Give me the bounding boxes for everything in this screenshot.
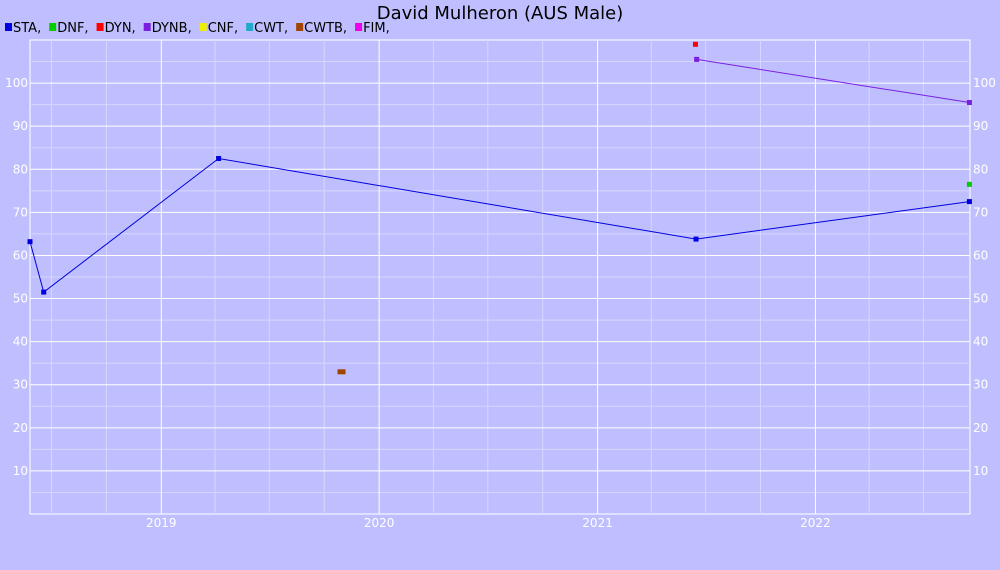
data-point-sta: [693, 236, 699, 242]
y-tick-label: 70: [13, 205, 28, 219]
y-tick-label: 70: [973, 205, 988, 219]
legend-swatch-cnf: [199, 23, 207, 31]
chart-title: David Mulheron (AUS Male): [377, 3, 624, 24]
y-tick-label: 10: [13, 464, 28, 478]
x-tick-label: 2020: [364, 516, 395, 530]
y-tick-label: 50: [13, 292, 28, 306]
legend-swatch-dyn: [96, 23, 104, 31]
y-tick-label: 80: [973, 162, 988, 176]
legend-swatch-cwt: [246, 23, 254, 31]
legend-label-cwtb: CWTB,: [304, 21, 347, 36]
y-tick-label: 80: [13, 162, 28, 176]
legend-swatch-cwtb: [296, 23, 304, 31]
y-axis-left: 10 20 30 40 50 60 70 80 90 100: [5, 76, 28, 478]
series-line-dynb: [696, 58, 970, 103]
major-gridlines: [30, 40, 970, 514]
legend-label-dyn: DYN,: [105, 21, 136, 36]
x-axis: 2019 2020 2021 2022: [146, 516, 831, 530]
legend-swatch-dnf: [49, 23, 57, 31]
legend-label-sta: STA,: [13, 21, 41, 36]
legend-swatch-dynb: [143, 23, 151, 31]
x-tick-label: 2021: [582, 516, 613, 530]
data-point-dynb: [966, 99, 972, 105]
minor-gridlines: [30, 40, 970, 514]
y-tick-label: 30: [13, 378, 28, 392]
y-tick-label: 20: [973, 421, 988, 435]
legend-label-cwt: CWT,: [254, 21, 288, 36]
y-tick-label: 20: [13, 421, 28, 435]
x-tick-label: 2019: [146, 516, 177, 530]
data-point-sta: [966, 199, 972, 205]
legend-swatch-sta: [5, 23, 12, 31]
data-point-sta: [216, 156, 222, 161]
y-tick-label: 40: [973, 335, 988, 349]
legend-swatch-fim: [355, 23, 363, 31]
data-point-dynb: [694, 56, 700, 62]
legend-label-dnf: DNF,: [57, 21, 88, 36]
data-point-cwtb: [337, 369, 346, 375]
y-tick-label: 30: [973, 378, 988, 392]
y-tick-label: 60: [973, 248, 988, 262]
legend-label-fim: FIM,: [363, 21, 390, 36]
y-tick-label: 60: [13, 248, 28, 262]
x-tick-label: 2022: [800, 516, 831, 530]
y-tick-label: 10: [973, 464, 988, 478]
y-axis-right: 10 20 30 40 50 60 70 80 90 100: [973, 76, 996, 478]
legend-label-cnf: CNF,: [208, 21, 238, 36]
data-point-sta: [27, 239, 33, 245]
data-point-dnf: [966, 181, 972, 187]
y-tick-label: 50: [973, 292, 988, 306]
data-point-sta: [41, 289, 47, 295]
data-point-dyn: [692, 41, 698, 47]
y-tick-label: 90: [973, 119, 988, 133]
y-tick-label: 100: [5, 76, 28, 90]
y-tick-label: 40: [13, 335, 28, 349]
legend-label-dynb: DYNB,: [152, 21, 192, 36]
y-tick-label: 90: [13, 119, 28, 133]
y-tick-label: 100: [973, 76, 996, 90]
legend: STA, DNF, DYN, DYNB, CNF, CWT, CWTB, FIM,: [5, 21, 390, 36]
series-points: [27, 41, 972, 375]
